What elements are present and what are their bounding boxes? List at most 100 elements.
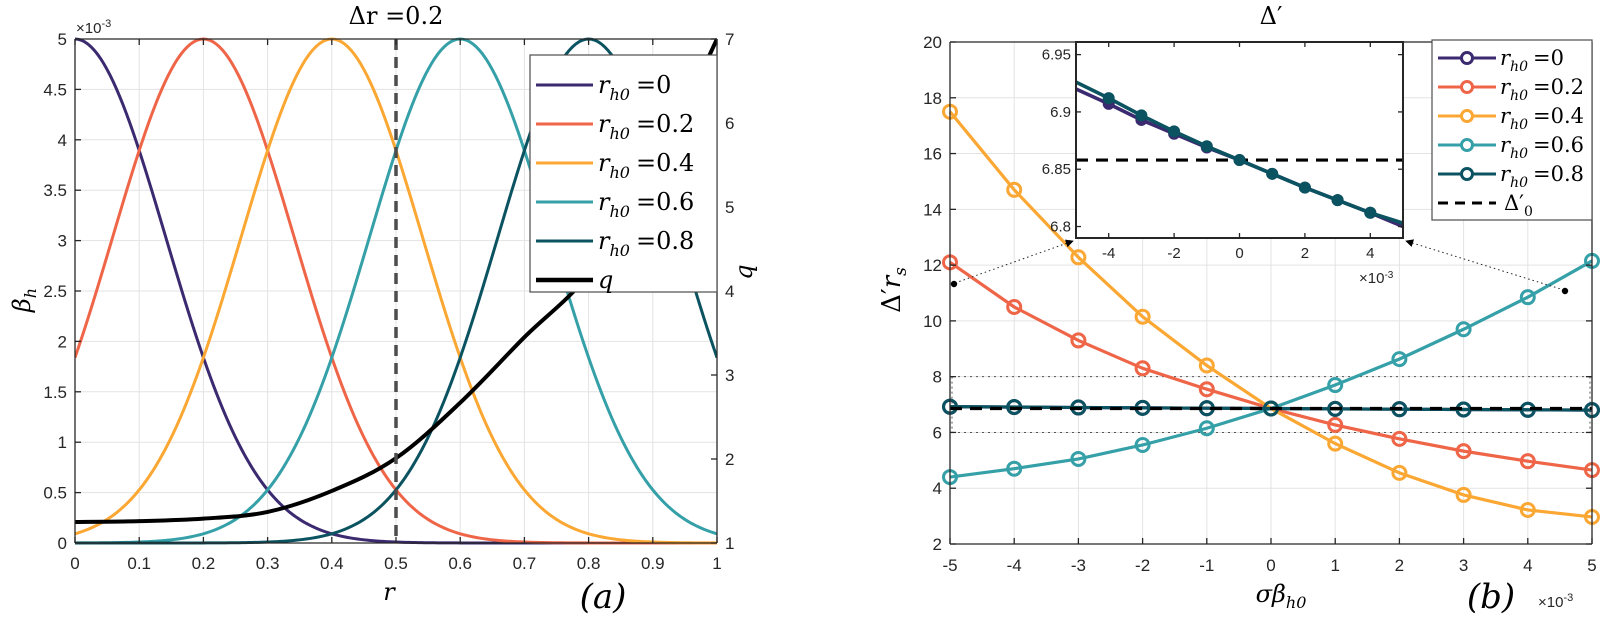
b-inset-x-multiplier-exp: -3 bbox=[1384, 270, 1393, 281]
a-ytick-label: 4.5 bbox=[43, 80, 67, 99]
b-connector-left bbox=[954, 239, 1074, 284]
b-inset-marker bbox=[1331, 194, 1344, 207]
b-marker bbox=[1198, 381, 1215, 398]
a-ytick-label: 1 bbox=[58, 433, 67, 452]
b-xtick-label: 5 bbox=[1587, 556, 1596, 575]
b-marker bbox=[1327, 416, 1344, 433]
b-legend-sub: h0 bbox=[1510, 146, 1528, 162]
a-legend-val: =0.4 bbox=[636, 149, 694, 177]
b-zoom-band bbox=[951, 376, 1592, 433]
b-inset-marker bbox=[1135, 109, 1148, 122]
b-inset-xtick-label: 0 bbox=[1235, 245, 1243, 262]
b-legend-sub: h0 bbox=[1510, 117, 1528, 133]
b-legend-box bbox=[1431, 39, 1593, 221]
b-marker bbox=[1455, 321, 1472, 338]
a-xtick-label: 0.1 bbox=[127, 554, 151, 573]
b-xtick-label: 1 bbox=[1330, 556, 1339, 575]
b-ytick-label: 20 bbox=[923, 33, 942, 52]
b-marker bbox=[1070, 332, 1087, 349]
b-legend-val: =0.8 bbox=[1533, 162, 1584, 186]
b-marker bbox=[1455, 486, 1472, 503]
b-legend-marker bbox=[1460, 80, 1474, 94]
a-ytick-label: 2.5 bbox=[43, 282, 67, 301]
a-panel-label: (a) bbox=[580, 577, 627, 617]
b-marker bbox=[1455, 443, 1472, 460]
b-legend-sub: h0 bbox=[1510, 88, 1528, 104]
a-xtick-label: 0.7 bbox=[513, 554, 537, 573]
b-inset-ytick-label: 6.9 bbox=[1050, 104, 1071, 121]
b-marker bbox=[1006, 460, 1023, 477]
b-xtick-label: -5 bbox=[942, 556, 957, 575]
b-marker bbox=[1327, 435, 1344, 452]
svg-text:σβh0: σβh0 bbox=[1256, 580, 1307, 612]
b-marker bbox=[1391, 430, 1408, 447]
a-ytick-right-label: 5 bbox=[725, 198, 734, 217]
b-xtick-label: 3 bbox=[1459, 556, 1468, 575]
b-xlabel: σβh0 bbox=[1256, 580, 1307, 612]
b-marker bbox=[1070, 450, 1087, 467]
b-ytick-label: 16 bbox=[923, 145, 942, 164]
a-legend-sub: h0 bbox=[609, 241, 629, 260]
b-connector-right bbox=[1405, 239, 1565, 291]
a-ytick-right-label: 3 bbox=[725, 366, 734, 385]
a-xtick-label: 1 bbox=[712, 554, 721, 573]
a-legend-label: q bbox=[598, 266, 613, 294]
b-ytick-label: 10 bbox=[923, 312, 942, 331]
a-legend-sub: h0 bbox=[609, 124, 629, 143]
a-legend-label: rh0 =0.4 bbox=[598, 149, 694, 182]
a-legend-val: =0.8 bbox=[636, 227, 694, 255]
b-marker bbox=[1519, 289, 1536, 306]
a-ytick-label: 3.5 bbox=[43, 181, 67, 200]
b-xtick-label: -1 bbox=[1199, 556, 1214, 575]
svg-text:βh: βh bbox=[8, 288, 40, 313]
b-marker bbox=[1134, 436, 1151, 453]
b-marker bbox=[1519, 501, 1536, 518]
b-legend-sub: h0 bbox=[1510, 175, 1528, 191]
b-connector-right-dot bbox=[1561, 287, 1569, 295]
a-xtick-label: 0.6 bbox=[448, 554, 472, 573]
b-marker bbox=[1070, 249, 1087, 266]
a-y-multiplier: ×10-3 bbox=[76, 18, 111, 37]
b-inset-marker bbox=[1200, 140, 1213, 153]
b-connector-left-dot bbox=[950, 280, 958, 288]
b-marker bbox=[1134, 308, 1151, 325]
a-title: Δr =0.2 bbox=[349, 2, 444, 30]
a-xtick-label: 0.3 bbox=[256, 554, 280, 573]
b-inset-xtick-label: -4 bbox=[1102, 245, 1115, 262]
a-ytick-right-label: 1 bbox=[725, 534, 734, 553]
a-legend-val: =0 bbox=[636, 71, 671, 99]
b-panel-label: (b) bbox=[1467, 577, 1515, 617]
a-legend-val: =0.2 bbox=[636, 110, 694, 138]
b-inset-x-multiplier: ×10-3 bbox=[1359, 270, 1394, 287]
b-legend-val: =0.4 bbox=[1533, 104, 1584, 128]
a-ylabel-right: q bbox=[730, 264, 758, 279]
a-ticks: 0 0.1 0.2 0.3 0.4 0.5 0.6 0.7 0.8 0.9 1 0 0.5 1 1.5 2 2.… bbox=[43, 30, 734, 573]
b-legend-sub: h0 bbox=[1510, 59, 1528, 75]
a-ytick-label: 4 bbox=[58, 131, 67, 150]
b-ytick-label: 4 bbox=[933, 479, 942, 498]
a-xtick-label: 0.4 bbox=[320, 554, 344, 573]
b-inset-marker bbox=[1168, 125, 1181, 138]
a-legend-sub: h0 bbox=[609, 202, 629, 221]
a-xtick-label: 0.8 bbox=[577, 554, 601, 573]
a-ytick-right-label: 6 bbox=[725, 114, 734, 133]
b-xtick-label: -4 bbox=[1007, 556, 1022, 575]
b-inset-marker bbox=[1102, 92, 1115, 105]
a-legend-sub: h0 bbox=[609, 163, 629, 182]
a-legend-val: =0.6 bbox=[636, 188, 694, 216]
b-marker bbox=[1391, 464, 1408, 481]
b-marker bbox=[1134, 360, 1151, 377]
b-marker bbox=[1198, 420, 1215, 437]
b-inset-xtick-label: 4 bbox=[1366, 245, 1374, 262]
svg-text:q: q bbox=[730, 264, 758, 279]
a-ytick-label: 2 bbox=[58, 332, 67, 351]
a-xtick-label: 0 bbox=[70, 554, 79, 573]
a-ytick-right-label: 7 bbox=[725, 30, 734, 49]
b-inset-ytick-label: 6.8 bbox=[1050, 219, 1071, 236]
a-ytick-label: 0 bbox=[58, 534, 67, 553]
b-legend-marker bbox=[1460, 138, 1474, 152]
b-legend-marker bbox=[1460, 167, 1474, 181]
a-xtick-label: 0.9 bbox=[641, 554, 665, 573]
